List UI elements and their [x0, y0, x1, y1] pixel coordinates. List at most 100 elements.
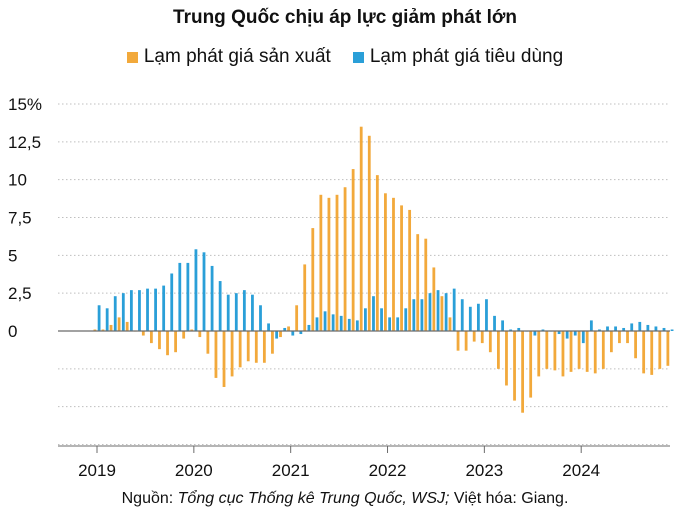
bar-ppi-58	[561, 331, 565, 377]
bar-cpi-12	[194, 249, 198, 331]
bar-cpi-27	[315, 317, 319, 331]
x-tick-label-2: 2021	[272, 461, 310, 480]
bar-cpi-52	[517, 327, 521, 331]
y-tick-label-2: 10	[8, 171, 27, 190]
bar-ppi-30	[335, 194, 339, 331]
legend-label-ppi: Lạm phát giá sản xuất	[143, 46, 331, 67]
bar-cpi-0	[97, 305, 101, 331]
x-tick-label-0: 2019	[78, 461, 116, 480]
y-tick-label-4: 5	[8, 246, 17, 265]
bar-cpi-23	[283, 327, 287, 331]
x-tick-label-3: 2022	[369, 461, 407, 480]
bar-ppi-62	[593, 331, 597, 374]
bar-cpi-45	[460, 299, 464, 331]
bar-ppi-44	[448, 317, 452, 331]
bar-cpi-38	[404, 308, 408, 331]
bar-cpi-33	[364, 308, 367, 331]
bar-cpi-43	[444, 293, 448, 331]
bar-cpi-62	[598, 329, 601, 331]
source-italic: Tổng cục Thống kê Trung Quốc, WSJ;	[177, 490, 450, 507]
bar-cpi-63	[606, 326, 609, 331]
bar-cpi-26	[307, 324, 311, 331]
bar-cpi-66	[630, 323, 634, 331]
bar-ppi-52	[513, 331, 516, 401]
bar-ppi-35	[375, 175, 379, 331]
source-suffix: Việt hóa: Giang.	[449, 490, 569, 507]
bar-ppi-4	[125, 321, 129, 331]
bar-ppi-48	[480, 331, 484, 344]
bar-ppi-46	[464, 331, 468, 351]
bar-cpi-54	[533, 331, 537, 336]
bar-ppi-68	[642, 331, 646, 374]
bar-ppi-43	[440, 296, 444, 331]
y-tick-label-5: 2,5	[8, 284, 32, 303]
bar-ppi-33	[359, 126, 363, 331]
bar-cpi-58	[565, 331, 569, 339]
bar-ppi-32	[351, 169, 355, 331]
bar-cpi-44	[452, 288, 456, 331]
bar-ppi-57	[553, 331, 557, 371]
bar-ppi-36	[384, 193, 387, 331]
bar-cpi-46	[468, 306, 472, 331]
bar-ppi-12	[190, 329, 194, 331]
bar-ppi-69	[650, 331, 654, 375]
bar-ppi-14	[206, 331, 210, 354]
bar-cpi-13	[202, 252, 206, 331]
bar-ppi-23	[279, 331, 282, 338]
legend-label-cpi: Lạm phát giá tiêu dùng	[369, 46, 564, 67]
bar-cpi-20	[259, 305, 262, 331]
bar-ppi-61	[585, 331, 589, 372]
bar-ppi-8	[158, 331, 161, 350]
bar-ppi-2	[109, 324, 113, 331]
bar-cpi-16	[226, 294, 230, 331]
bar-cpi-6	[146, 288, 149, 331]
bar-cpi-64	[614, 326, 617, 331]
bar-ppi-9	[166, 331, 169, 356]
bar-cpi-48	[485, 299, 488, 331]
bar-ppi-40	[416, 234, 420, 331]
bar-cpi-28	[323, 311, 327, 331]
bar-cpi-22	[275, 331, 279, 339]
bar-cpi-17	[234, 293, 238, 331]
legend: Lạm phát giá sản xuất Lạm phát giá tiêu …	[0, 46, 690, 68]
bar-cpi-30	[339, 315, 343, 331]
source-note: Nguồn: Tổng cục Thống kê Trung Quốc, WSJ…	[0, 490, 690, 508]
bar-cpi-1	[105, 308, 109, 331]
bar-cpi-55	[541, 329, 545, 331]
bar-ppi-15	[214, 331, 218, 378]
bar-cpi-68	[646, 324, 650, 331]
bar-cpi-32	[355, 320, 359, 331]
bar-ppi-54	[529, 331, 533, 398]
bar-cpi-71	[670, 329, 674, 331]
bar-ppi-18	[238, 331, 242, 368]
x-tick-label-1: 2020	[175, 461, 213, 480]
bar-ppi-24	[287, 326, 290, 331]
bar-cpi-61	[589, 320, 593, 331]
bar-ppi-28	[319, 194, 323, 331]
bar-cpi-59	[573, 331, 577, 336]
bar-cpi-57	[557, 331, 561, 335]
bar-ppi-65	[618, 331, 621, 344]
bar-cpi-18	[242, 290, 246, 331]
bar-cpi-47	[476, 303, 480, 331]
bar-cpi-60	[581, 331, 585, 344]
bar-ppi-29	[327, 197, 331, 331]
bar-ppi-60	[577, 331, 581, 369]
bar-cpi-14	[210, 265, 214, 331]
bar-cpi-37	[396, 317, 400, 331]
bar-ppi-6	[141, 331, 145, 336]
bar-ppi-55	[537, 331, 541, 377]
bar-cpi-10	[178, 262, 182, 331]
bar-cpi-65	[622, 327, 626, 331]
y-tick-label-6: 0	[8, 322, 17, 341]
bar-cpi-4	[129, 290, 133, 331]
bar-ppi-63	[601, 331, 605, 369]
bar-ppi-3	[117, 317, 121, 331]
bar-ppi-16	[222, 331, 226, 387]
bar-cpi-2	[113, 296, 117, 331]
bar-cpi-25	[299, 331, 303, 335]
bar-ppi-19	[246, 331, 250, 362]
bar-cpi-40	[420, 299, 424, 331]
bar-cpi-3	[121, 293, 125, 331]
bar-cpi-7	[154, 288, 157, 331]
